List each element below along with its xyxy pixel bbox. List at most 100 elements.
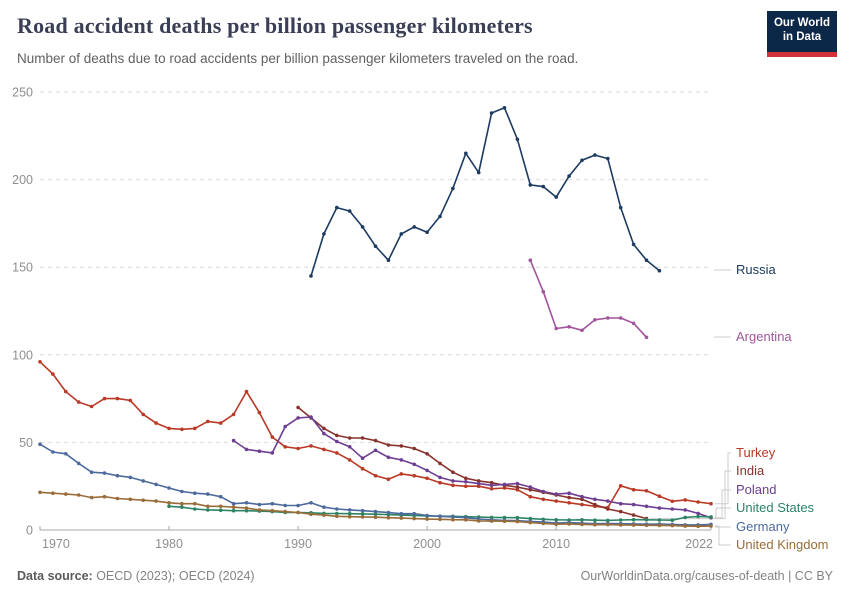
data-point: [386, 258, 391, 263]
data-point: [283, 503, 288, 508]
data-point: [580, 522, 584, 527]
data-point: [76, 461, 81, 466]
data-point: [541, 184, 546, 189]
owid-credit-link[interactable]: OurWorldinData.org/causes-of-death | CC …: [580, 569, 833, 583]
page-title: Road accident deaths per billion passeng…: [17, 13, 533, 38]
data-point: [580, 497, 584, 502]
series-label-argentina[interactable]: Argentina: [736, 329, 792, 344]
data-point: [296, 416, 300, 420]
data-point: [476, 170, 481, 175]
data-point: [322, 447, 326, 452]
data-point: [296, 510, 300, 515]
series-line-argentina[interactable]: [529, 259, 648, 338]
data-source-label: Data source:: [17, 569, 93, 583]
data-point: [476, 484, 481, 489]
data-point: [593, 522, 597, 527]
series-label-poland[interactable]: Poland: [736, 482, 777, 497]
data-point: [244, 501, 249, 505]
data-point: [322, 505, 326, 510]
data-point: [76, 493, 81, 497]
data-point: [244, 506, 249, 510]
data-point: [554, 522, 558, 526]
data-point: [257, 508, 262, 512]
series-line-poland[interactable]: [233, 416, 712, 519]
data-point: [631, 523, 636, 527]
data-point: [51, 491, 55, 496]
data-point: [335, 433, 339, 438]
series-label-united-kingdom[interactable]: United Kingdom: [736, 537, 829, 552]
data-point: [347, 209, 352, 213]
data-point: [180, 489, 184, 494]
data-point: [670, 518, 675, 522]
x-axis-tick-label: 2010: [542, 537, 570, 551]
data-point: [373, 515, 378, 519]
data-point: [580, 502, 584, 507]
data-point: [541, 489, 546, 494]
data-point: [270, 451, 275, 455]
data-point: [322, 431, 326, 436]
data-point: [541, 517, 546, 522]
series-label-turkey[interactable]: Turkey: [736, 445, 776, 460]
data-point: [309, 444, 313, 448]
series-label-germany[interactable]: Germany: [736, 519, 790, 534]
data-point: [154, 421, 158, 425]
data-point: [631, 242, 636, 247]
data-point: [257, 410, 262, 415]
data-point: [528, 485, 533, 489]
data-point: [373, 473, 378, 478]
series-line-turkey[interactable]: [39, 361, 712, 509]
data-point: [89, 470, 94, 475]
data-point: [528, 258, 533, 263]
data-point: [102, 471, 107, 475]
y-axis-tick-label: 0: [26, 524, 33, 538]
data-point: [618, 316, 623, 320]
data-point: [476, 481, 481, 486]
series-line-russia[interactable]: [310, 107, 660, 277]
x-axis-tick-label: 1970: [42, 537, 70, 551]
data-point: [425, 452, 429, 456]
data-point: [64, 452, 68, 456]
data-point: [567, 522, 571, 526]
data-point: [335, 511, 339, 516]
series-label-united-states[interactable]: United States: [736, 500, 815, 515]
data-point: [696, 514, 700, 519]
data-point: [128, 398, 133, 403]
data-point: [296, 446, 300, 451]
data-point: [283, 509, 288, 514]
data-point: [464, 518, 468, 522]
data-point: [141, 479, 145, 483]
data-point: [631, 321, 636, 326]
data-point: [593, 502, 597, 507]
data-point: [347, 458, 352, 462]
series-line-india[interactable]: [297, 406, 647, 520]
data-point: [360, 508, 365, 513]
data-point: [567, 325, 571, 329]
data-point: [606, 156, 610, 161]
data-point: [206, 508, 210, 512]
label-connector-india: [650, 470, 731, 520]
data-point: [309, 512, 313, 516]
data-point: [257, 449, 262, 454]
data-point: [438, 461, 442, 466]
data-point: [657, 518, 662, 522]
page-subtitle: Number of deaths due to road accidents p…: [17, 51, 579, 66]
label-connector-united-kingdom: [715, 525, 731, 546]
data-point: [283, 424, 288, 429]
data-point: [644, 523, 649, 528]
x-axis-tick-label: 2022: [685, 537, 713, 551]
data-point: [554, 492, 558, 496]
y-axis-tick-label: 200: [12, 173, 33, 187]
data-point: [438, 517, 442, 522]
data-point: [296, 405, 300, 410]
series-label-russia[interactable]: Russia: [736, 262, 776, 277]
data-point: [580, 494, 584, 499]
data-point: [360, 456, 365, 461]
data-point: [606, 499, 610, 503]
y-axis-tick-label: 100: [12, 348, 33, 362]
data-point: [167, 426, 171, 431]
data-point: [347, 508, 352, 512]
series-label-india[interactable]: India: [736, 463, 765, 478]
owid-logo[interactable]: Our World in Data: [767, 11, 837, 57]
data-point: [515, 487, 520, 492]
